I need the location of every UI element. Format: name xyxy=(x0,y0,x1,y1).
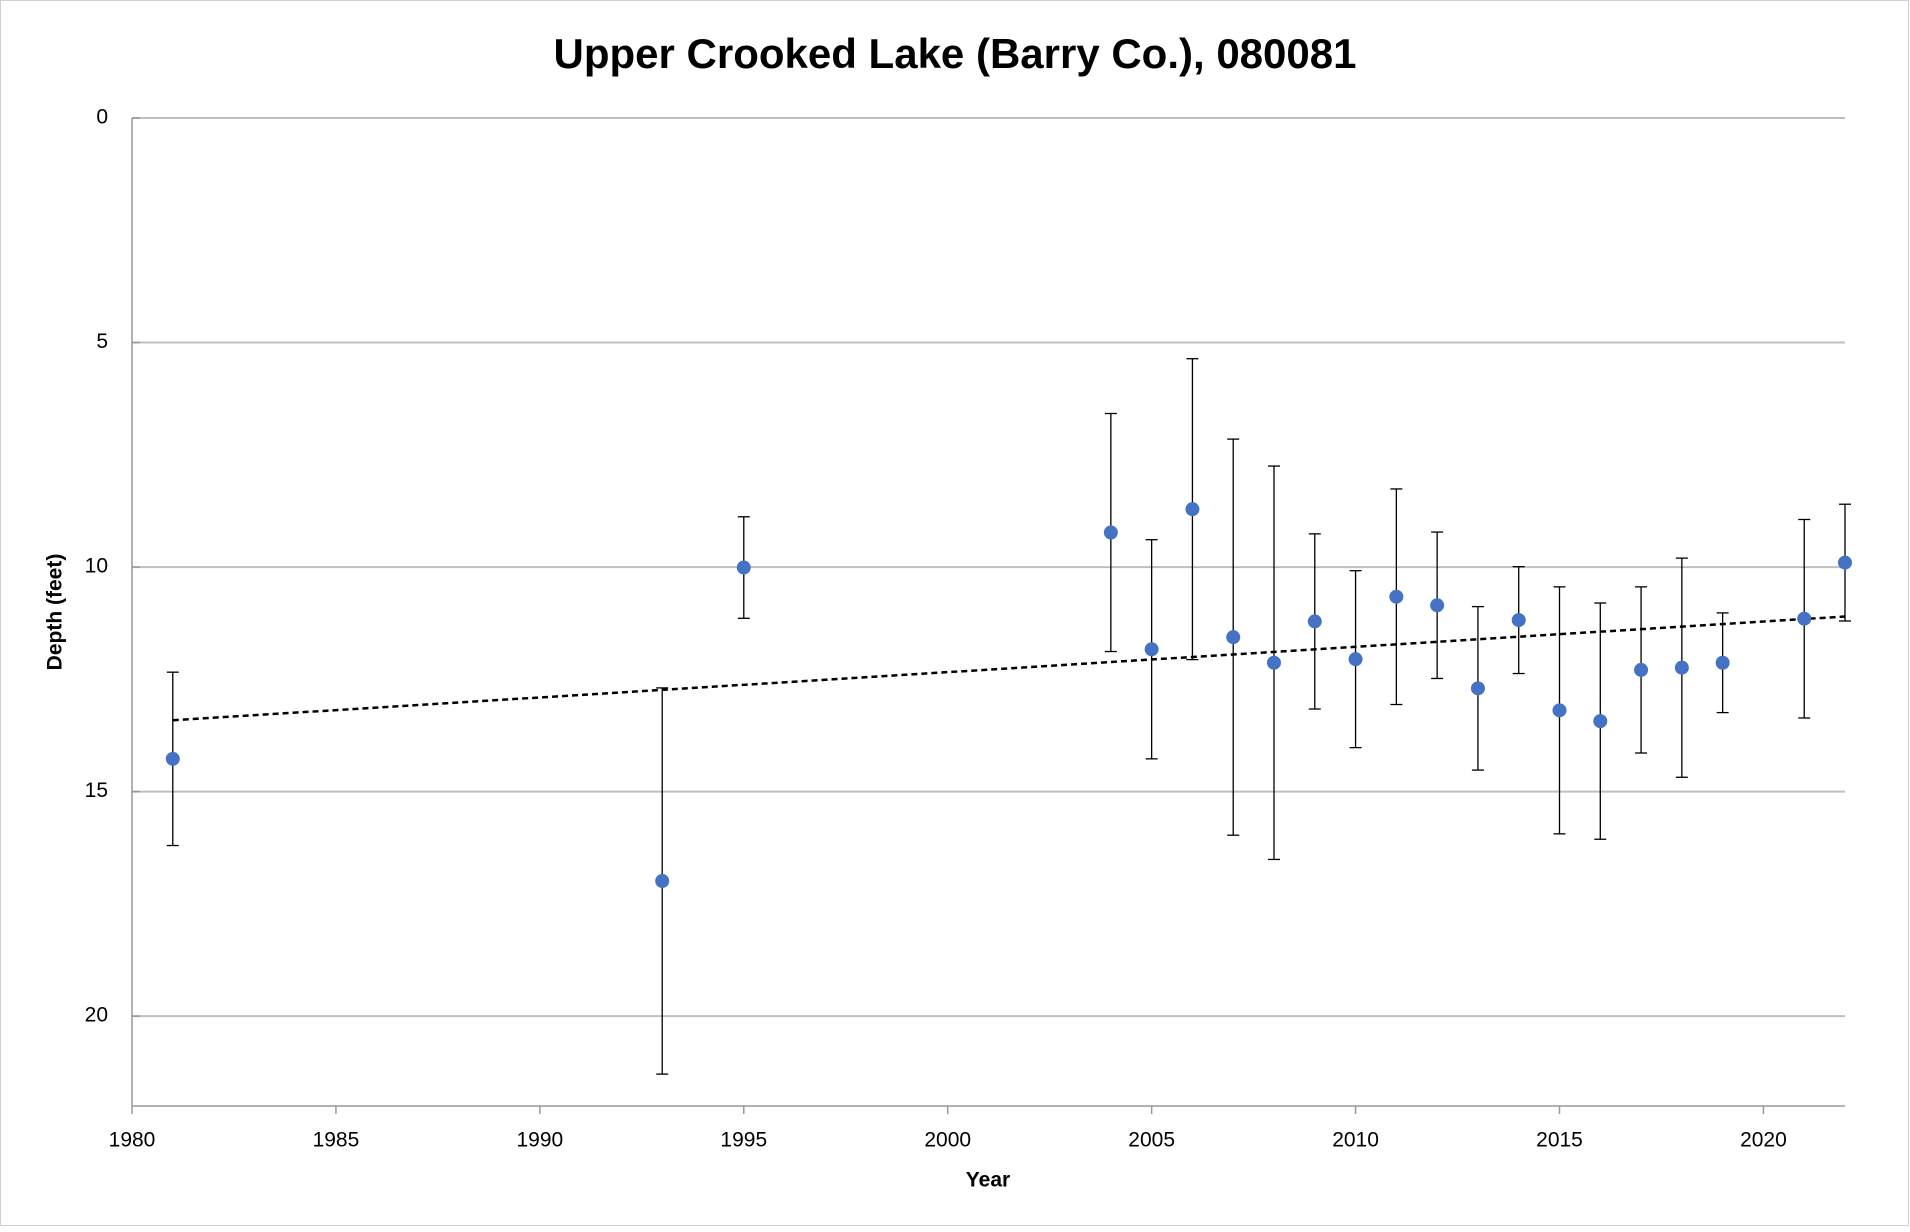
data-point xyxy=(1593,714,1608,729)
y-tick-label: 10 xyxy=(85,555,108,578)
x-tick-label: 2020 xyxy=(1740,1129,1787,1152)
data-point xyxy=(1144,642,1159,657)
data-point xyxy=(1430,598,1445,613)
data-point xyxy=(1838,555,1852,570)
x-tick-label: 2010 xyxy=(1332,1129,1379,1152)
data-point xyxy=(165,751,180,766)
x-axis-title: Year xyxy=(966,1169,1010,1192)
data-point xyxy=(655,874,670,889)
x-tick-label: 2005 xyxy=(1128,1129,1175,1152)
y-tick-label: 5 xyxy=(96,330,108,353)
data-point xyxy=(1715,655,1730,670)
x-tick-label: 2000 xyxy=(924,1129,971,1152)
data-point xyxy=(1511,613,1526,628)
data-point xyxy=(736,560,751,575)
data-point xyxy=(1634,662,1649,677)
x-tick-label: 2015 xyxy=(1536,1129,1583,1152)
y-tick-label: 15 xyxy=(85,779,108,802)
data-point xyxy=(1103,525,1118,540)
y-axis-title: Depth (feet) xyxy=(44,554,67,671)
data-point xyxy=(1307,614,1322,629)
data-point xyxy=(1389,589,1404,604)
data-point xyxy=(1674,660,1689,675)
chart-title: Upper Crooked Lake (Barry Co.), 080081 xyxy=(554,30,1357,77)
x-tick-label: 1980 xyxy=(109,1129,156,1152)
data-point xyxy=(1348,652,1363,667)
y-tick-label: 20 xyxy=(85,1004,108,1027)
x-tick-label: 1985 xyxy=(313,1129,360,1152)
data-point xyxy=(1470,681,1485,696)
data-point xyxy=(1267,655,1281,670)
x-tick-label: 1990 xyxy=(516,1129,563,1152)
data-point xyxy=(1226,630,1241,645)
data-point xyxy=(1552,703,1567,718)
data-point xyxy=(1797,611,1812,626)
data-point xyxy=(1185,502,1200,517)
y-tick-label: 0 xyxy=(96,106,108,129)
x-tick-label: 1995 xyxy=(720,1129,767,1152)
